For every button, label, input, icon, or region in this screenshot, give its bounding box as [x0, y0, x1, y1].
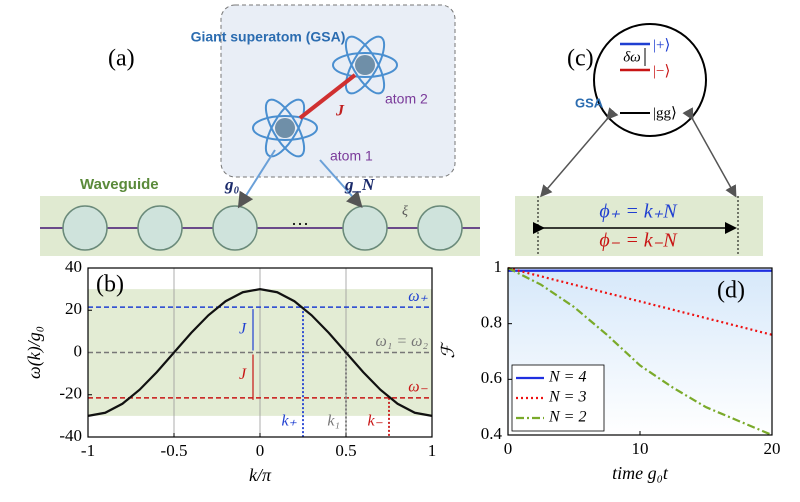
- y-axis-label: ω(k)/g₀: [24, 326, 45, 379]
- panel-label: (c): [567, 46, 594, 72]
- x-tick-label: 0: [256, 441, 265, 460]
- reference-label: ω₁ = ω₂: [375, 333, 428, 350]
- coupling-arrow: [319, 159, 363, 208]
- x-tick-label: 0: [504, 439, 513, 458]
- y-tick-label: -40: [59, 426, 82, 445]
- series-line: [507, 266, 773, 336]
- y-tick-label: -20: [59, 384, 82, 403]
- coupling-label: J: [335, 103, 345, 120]
- reference-label: ω₊: [408, 288, 428, 305]
- panel-label: (d): [717, 278, 745, 304]
- coupling-arrow: [237, 149, 276, 209]
- panel-label: (a): [108, 46, 135, 72]
- x-tick-label: -1: [81, 441, 95, 460]
- reference-label: k₁: [327, 413, 340, 430]
- y-tick-label: 0.8: [481, 313, 502, 332]
- panel-a: (a) Giant superatom (GSA) J atom 2 atom …: [40, 4, 480, 256]
- level-label: |−⟩: [653, 63, 670, 79]
- y-axis-label: ℱ: [438, 342, 458, 359]
- x-tick-label: -0.5: [161, 441, 188, 460]
- panel-c: (c) δω |+⟩ |−⟩ |gg⟩ GSA ϕ₊ = k₊N ϕ₋ = k₋…: [515, 23, 763, 256]
- gsa-title: Giant superatom (GSA): [191, 29, 346, 45]
- waveguide-band: [40, 196, 480, 256]
- g0-label: g₀: [224, 175, 240, 194]
- atom-2: [332, 35, 398, 95]
- gsa-label: GSA: [575, 95, 604, 110]
- atom-1: [252, 98, 318, 158]
- plot-frame: [507, 267, 773, 436]
- reference-label: k₋: [367, 413, 383, 430]
- atom-label: atom 1: [330, 148, 373, 164]
- coupling-line: [298, 73, 357, 120]
- reference-label: ω₋: [408, 379, 428, 396]
- y-tick-label: 40: [65, 257, 82, 276]
- y-tick-label: 20: [65, 299, 82, 318]
- legend-label: N = 3: [548, 389, 586, 406]
- gap-label: J: [239, 366, 247, 383]
- level-label: |gg⟩: [653, 105, 677, 121]
- waveguide-label: Waveguide: [80, 176, 159, 193]
- legend-label: N = 2: [548, 409, 586, 426]
- gsa-circle: [593, 23, 707, 137]
- x-axis-label: k/π: [249, 465, 272, 485]
- series-line: [87, 288, 433, 417]
- gap-label: J: [239, 320, 247, 337]
- phase-minus: ϕ₋ = k₋N: [599, 230, 678, 252]
- panel-label: (b): [96, 272, 124, 298]
- series-line: [507, 267, 773, 437]
- reference-label: k₊: [281, 413, 297, 430]
- atom-label: atom 2: [385, 91, 428, 107]
- x-tick-label: 1: [428, 441, 437, 460]
- y-tick-label: 0.4: [481, 424, 503, 443]
- legend-label: N = 4: [548, 369, 586, 386]
- gN-label: g_N: [344, 175, 375, 194]
- x-tick-label: 0.5: [335, 441, 356, 460]
- plot-frame: [87, 267, 433, 438]
- phase-plus: ϕ₊ = k₊N: [599, 201, 678, 223]
- level-label: |+⟩: [653, 37, 670, 53]
- y-tick-label: 0: [74, 341, 83, 360]
- delta-label: δω: [623, 49, 641, 65]
- coupling-arrow: [682, 107, 737, 198]
- coupling-arrow: [540, 107, 619, 198]
- x-axis-label: time g₀t: [612, 463, 669, 483]
- plots: -1 -0.5 0 0.5 1 -40 -20 0 20 40 ω₊ ω₁ = ω₂ ω₋ k₊ k₁ k₋ J…: [24, 257, 780, 485]
- resonators: [62, 205, 463, 251]
- x-tick-label: 10: [632, 439, 649, 458]
- y-tick-label: 0.6: [481, 368, 502, 387]
- xi-label: ξ: [402, 204, 408, 219]
- y-tick-label: 1: [494, 257, 503, 276]
- dots: ···: [291, 214, 309, 234]
- x-tick-label: 20: [764, 439, 781, 458]
